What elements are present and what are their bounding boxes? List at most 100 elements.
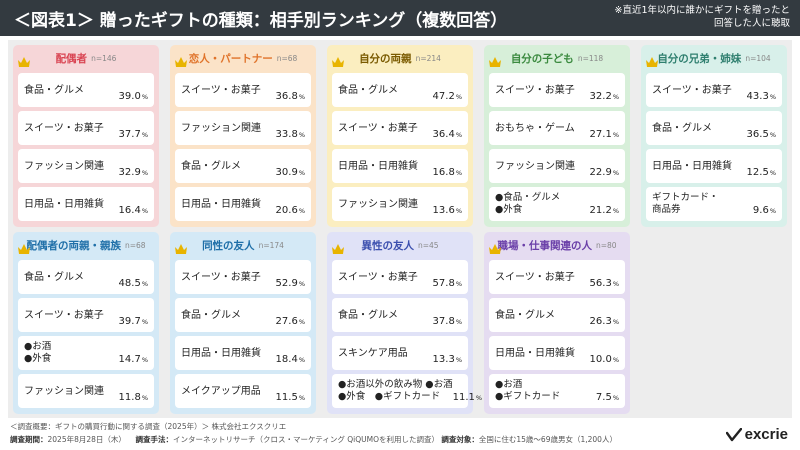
card-header: 配偶者の両親・親族 n=68 <box>13 232 159 258</box>
ranking-card: 自分の兄弟・姉妹 n=104 スイーツ・お菓子 43.3% 食品・グルメ 36.5% 日用品… <box>641 45 787 227</box>
item-value: 33.8% <box>276 129 305 140</box>
item-label: スキンケア用品 <box>338 347 408 360</box>
item-label-line: ●外食 <box>495 204 523 215</box>
item-label: スイーツ・お菓子 <box>24 309 104 322</box>
item-label: スイーツ・お菓子 <box>495 271 575 284</box>
item-value-number: 14.7 <box>118 354 141 365</box>
item-value-unit: % <box>141 280 148 288</box>
ranking-item: 日用品・日用雑貨 20.6% <box>175 187 311 221</box>
item-value-number: 11.5 <box>275 392 298 403</box>
card-title: 自分の子ども <box>510 52 574 65</box>
card-header: 異性の友人 n=45 <box>327 232 473 258</box>
item-label-line: メイクアップ用品 <box>181 385 261 397</box>
footer-period-label: 調査期間： <box>10 435 48 444</box>
item-value-unit: % <box>612 169 619 177</box>
item-value: 27.6% <box>276 316 305 327</box>
item-label: 食品・グルメ <box>24 84 84 97</box>
item-label: 日用品・日用雑貨 <box>181 198 261 211</box>
crown-icon <box>18 57 30 67</box>
item-value: 21.2% <box>590 205 619 216</box>
ranking-card: 恋人・パートナー n=68 スイーツ・お菓子 36.8% ファッション関連 33.8% 食品… <box>170 45 316 227</box>
header-bar: ＜図表1＞ 贈ったギフトの種類：相手別ランキング（複数回答） ※直近1年以内に誰… <box>0 0 800 36</box>
card-header: 同性の友人 n=174 <box>170 232 316 258</box>
sample-size: n=118 <box>577 53 604 63</box>
item-label: ●お酒 ●ギフトカード <box>495 379 560 403</box>
item-label: スイーツ・お菓子 <box>652 84 732 97</box>
ranking-item: おもちゃ・ゲーム 27.1% <box>489 111 625 145</box>
ranking-item: 食品・グルメ 30.9% <box>175 149 311 183</box>
item-label: メイクアップ用品 <box>181 385 261 398</box>
item-value: 11.8% <box>119 392 148 403</box>
item-label: 食品・グルメ <box>24 271 84 284</box>
header-note-line1: ※直近1年以内に誰かにギフトを贈ったと <box>614 5 790 16</box>
item-label: スイーツ・お菓子 <box>338 122 418 135</box>
item-value-number: 27.6 <box>275 316 298 327</box>
item-label: ファッション関連 <box>24 160 104 173</box>
item-label-line: 日用品・日用雑貨 <box>181 198 261 210</box>
item-label-line: 日用品・日用雑貨 <box>652 160 732 172</box>
crown-icon <box>18 244 30 254</box>
card-header: 自分の両親 n=214 <box>327 45 473 71</box>
item-value-number: 37.7 <box>118 129 141 140</box>
item-value-number: 16.8 <box>432 167 455 178</box>
item-value-unit: % <box>455 207 462 215</box>
ranking-item: ファッション関連 13.6% <box>332 187 468 221</box>
item-label-line: おもちゃ・ゲーム <box>495 122 575 134</box>
item-label-line: ファッション関連 <box>495 160 575 172</box>
item-value: 47.2% <box>433 91 462 102</box>
card-header: 恋人・パートナー n=68 <box>170 45 316 71</box>
sample-size: n=45 <box>417 240 439 250</box>
item-value: 36.8% <box>276 91 305 102</box>
card-title: 異性の友人 <box>361 239 414 252</box>
item-value-unit: % <box>298 207 305 215</box>
item-label-line: 食品・グルメ <box>338 84 398 96</box>
item-value-unit: % <box>141 356 148 364</box>
item-value: 16.8% <box>433 167 462 178</box>
item-value-number: 56.3 <box>589 278 612 289</box>
ranking-item: スイーツ・お菓子 36.4% <box>332 111 468 145</box>
ranking-item: スイーツ・お菓子 37.7% <box>18 111 154 145</box>
item-value: 11.1% <box>453 392 482 403</box>
item-value-unit: % <box>298 394 305 402</box>
item-label-line: スイーツ・お菓子 <box>495 84 575 96</box>
item-value-unit: % <box>769 131 776 139</box>
sample-size: n=214 <box>415 53 441 63</box>
ranking-item: ファッション関連 22.9% <box>489 149 625 183</box>
item-value-unit: % <box>455 169 462 177</box>
card-title: 配偶者 <box>55 52 88 65</box>
item-value: 57.8% <box>433 278 462 289</box>
ranking-item: スイーツ・お菓子 32.2% <box>489 73 625 107</box>
item-label: 日用品・日用雑貨 <box>338 160 418 173</box>
ranking-card: 異性の友人 n=45 スイーツ・お菓子 57.8% 食品・グルメ 37.8% スキンケア用品… <box>327 232 482 414</box>
crown-icon <box>646 57 658 67</box>
item-label-line: ●食品・グルメ <box>495 192 561 203</box>
item-value-unit: % <box>475 394 483 402</box>
item-value-unit: % <box>612 93 619 101</box>
item-value-unit: % <box>612 318 619 326</box>
ranking-item: メイクアップ用品 11.5% <box>175 374 311 408</box>
crown-icon <box>175 57 187 67</box>
item-value-unit: % <box>612 131 619 139</box>
item-label-line: 食品・グルメ <box>24 84 84 96</box>
item-value: 22.9% <box>590 167 619 178</box>
footer-target-label: 調査対象： <box>441 435 479 444</box>
ranking-item: ファッション関連 33.8% <box>175 111 311 145</box>
crown-icon <box>332 244 344 254</box>
ranking-item: ●お酒以外の飲み物 ●お酒 ●外食 ●ギフトカード 11.1% <box>332 374 482 408</box>
item-value: 9.6% <box>753 205 776 216</box>
footer-period-value: 2025年8月28日（木） <box>47 435 126 444</box>
item-label-line: スイーツ・お菓子 <box>24 309 104 321</box>
item-value-number: 43.3 <box>746 91 769 102</box>
ranking-item: ファッション関連 11.8% <box>18 374 154 408</box>
item-value: 20.6% <box>276 205 305 216</box>
item-label: 日用品・日用雑貨 <box>24 198 104 211</box>
item-value-number: 21.2 <box>589 205 612 216</box>
item-label: 食品・グルメ <box>181 160 241 173</box>
item-label-line: スイーツ・お菓子 <box>24 122 104 134</box>
ranking-item: 日用品・日用雑貨 16.4% <box>18 187 154 221</box>
item-label: 食品・グルメ <box>652 122 712 135</box>
item-label-line: 食品・グルメ <box>181 309 241 321</box>
sample-size: n=146 <box>91 53 117 63</box>
ranking-card: 職場・仕事関連の人 n=80 スイーツ・お菓子 56.3% 食品・グルメ 26.3% 日用品… <box>484 232 630 414</box>
item-value-number: 52.9 <box>275 278 298 289</box>
